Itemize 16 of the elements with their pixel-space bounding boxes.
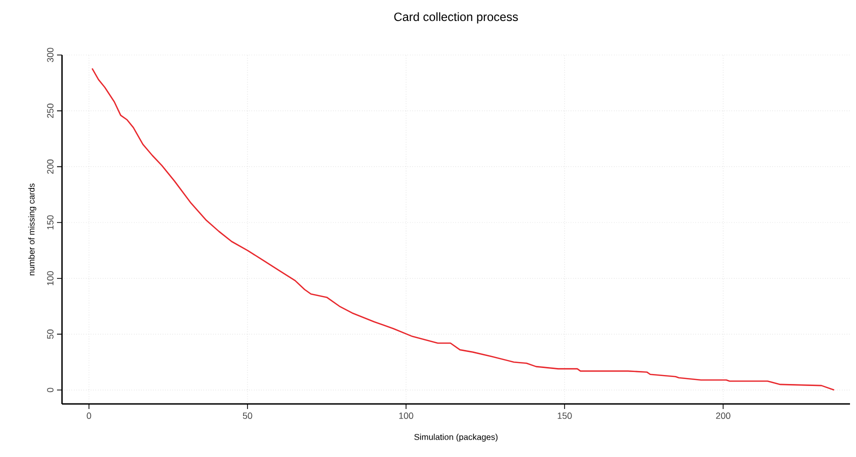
y-tick-label: 150 xyxy=(47,215,54,230)
line-series xyxy=(91,68,835,391)
y-tick-label: 200 xyxy=(47,160,54,174)
y-tick-label: 300 xyxy=(47,48,54,62)
x-tick-label: 0 xyxy=(86,412,92,419)
x-tick-label: 150 xyxy=(558,412,572,419)
y-tick-label: 0 xyxy=(47,388,54,392)
y-tick-label: 100 xyxy=(47,271,54,286)
x-tick-label: 50 xyxy=(242,412,252,419)
chart-title: Card collection process xyxy=(394,12,518,24)
x-tick-label: 100 xyxy=(399,412,414,419)
x-tick-label: 200 xyxy=(716,412,730,419)
x-axis-title: Simulation (packages) xyxy=(414,434,498,442)
y-axis-title: number of missing cards xyxy=(28,184,36,276)
y-tick-label: 250 xyxy=(47,104,54,118)
y-tick-label: 50 xyxy=(47,330,54,339)
